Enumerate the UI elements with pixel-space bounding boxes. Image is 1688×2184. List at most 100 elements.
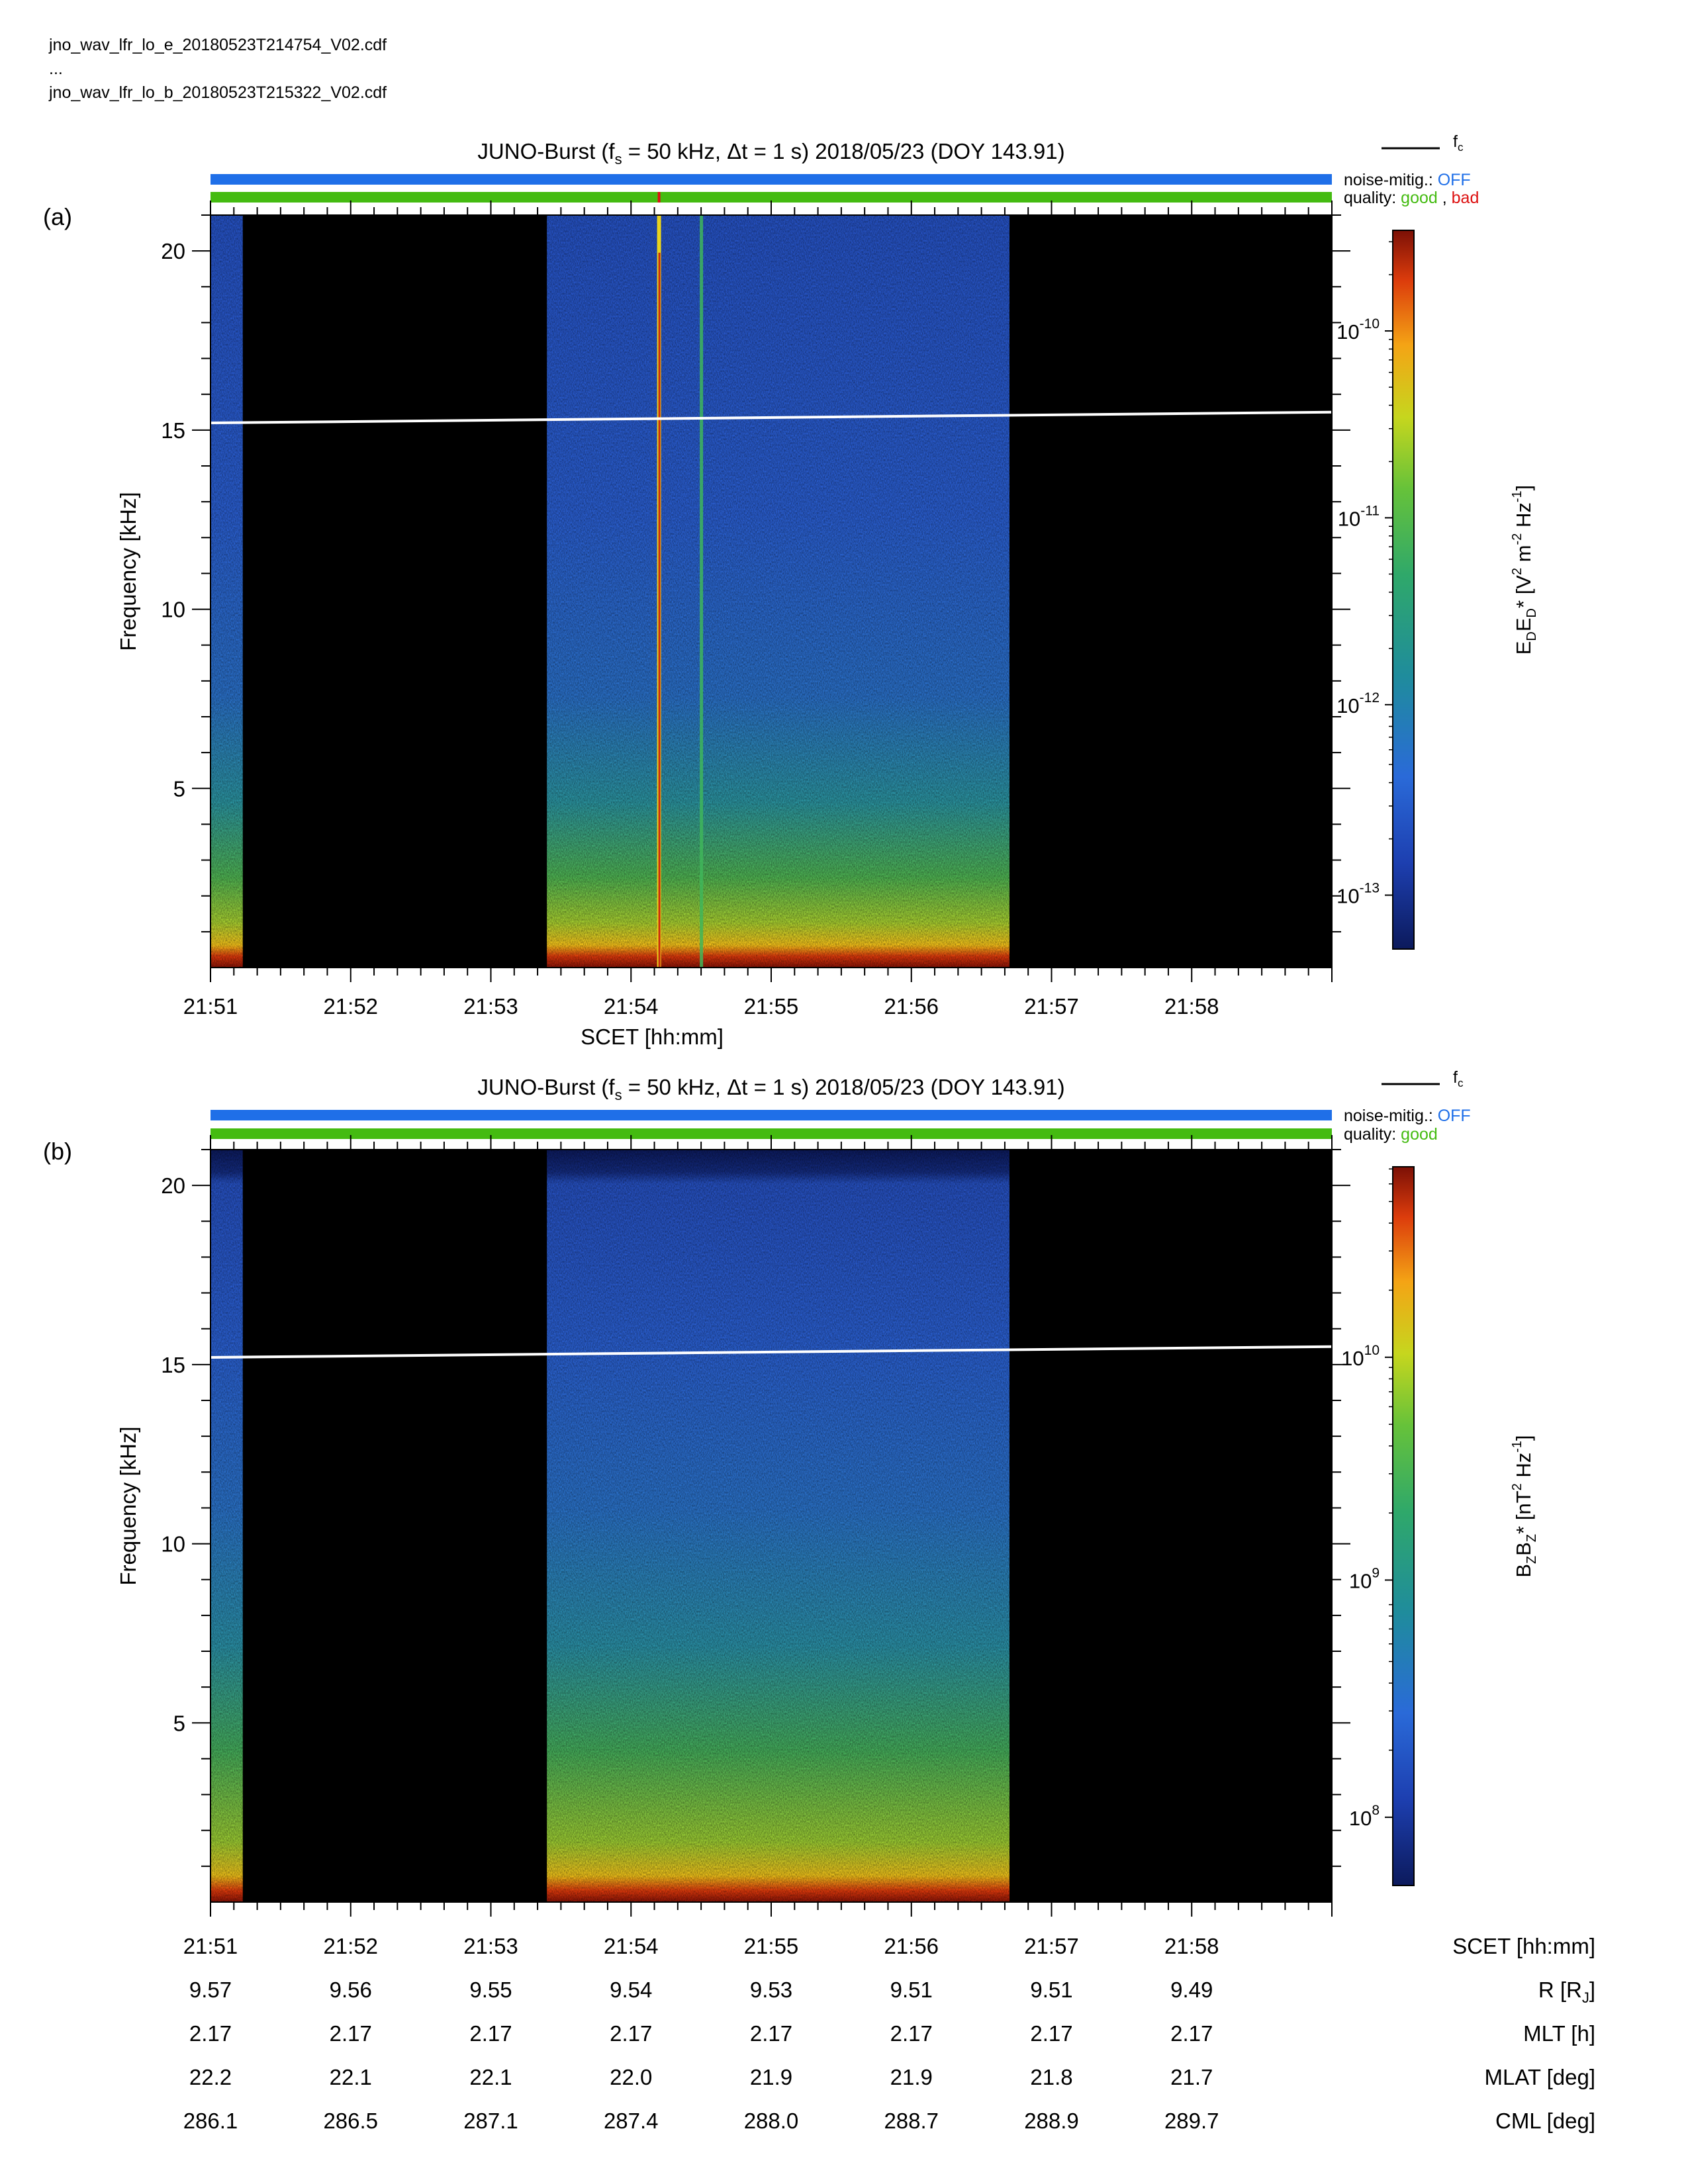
x-tick-label: 21:57: [1024, 994, 1079, 1019]
y-tick-label: 15: [161, 418, 185, 443]
ephemeris-value: 22.1: [330, 2065, 372, 2089]
quality-label: quality: good: [1344, 1125, 1438, 1144]
x-tick-label: 21:54: [604, 994, 659, 1019]
colorbar-tick-label: 1010: [1341, 1343, 1380, 1370]
colorbar-tick-label: 10-13: [1336, 881, 1380, 908]
y-tick-label: 15: [161, 1353, 185, 1377]
ephemeris-value: 21:56: [884, 1934, 939, 1958]
ephemeris-row-label: R [RJ]: [1538, 1978, 1595, 2006]
ephemeris-value: 21:53: [463, 1934, 518, 1958]
ephemeris-value: 2.17: [610, 2021, 652, 2046]
panel-title: JUNO-Burst (fs = 50 kHz, Δt = 1 s) 2018/…: [477, 1075, 1064, 1103]
ephemeris-value: 9.54: [610, 1978, 652, 2002]
colorbar-tick-label: 10-10: [1336, 316, 1380, 343]
data-speckle: [211, 1150, 243, 1902]
noise-mitigation-bar: [211, 1110, 1332, 1120]
y-tick-label: 10: [161, 1532, 185, 1557]
ephemeris-value: 2.17: [469, 2021, 512, 2046]
ephemeris-value: 22.0: [610, 2065, 652, 2089]
ephemeris-value: 286.1: [183, 2109, 238, 2133]
noise-mitigation-bar: [211, 174, 1332, 185]
panel-label: (b): [43, 1138, 72, 1165]
ephemeris-value: 21.9: [890, 2065, 933, 2089]
ephemeris-row-label: SCET [hh:mm]: [1452, 1934, 1595, 1958]
colorbar-tick-label: 109: [1349, 1565, 1380, 1592]
x-tick-label: 21:56: [884, 994, 939, 1019]
ephemeris-value: 289.7: [1164, 2109, 1219, 2133]
ephemeris-value: 2.17: [1030, 2021, 1072, 2046]
y-tick-label: 5: [173, 1711, 185, 1735]
colorbar: [1392, 1166, 1415, 1886]
ephemeris-value: 2.17: [189, 2021, 232, 2046]
ephemeris-value: 288.9: [1024, 2109, 1079, 2133]
ephemeris-value: 2.17: [330, 2021, 372, 2046]
noise-mitig-label: noise-mitig.: OFF: [1344, 171, 1471, 189]
ephemeris-value: 2.17: [1170, 2021, 1213, 2046]
y-tick-label: 5: [173, 776, 185, 801]
wave-line-core: [658, 252, 661, 968]
wave-line-feature: [700, 215, 704, 968]
quality-bar: [211, 192, 1332, 203]
x-tick-label: 21:55: [744, 994, 799, 1019]
quality-label: quality: good , bad: [1344, 189, 1479, 207]
x-axis-label: SCET [hh:mm]: [581, 1024, 724, 1049]
ephemeris-value: 21:57: [1024, 1934, 1079, 1958]
fc-legend-label: fc: [1453, 1068, 1464, 1089]
ephemeris-value: 9.51: [1030, 1978, 1072, 2002]
ephemeris-row-label: MLAT [deg]: [1484, 2065, 1595, 2089]
ephemeris-value: 21:55: [744, 1934, 799, 1958]
y-tick-label: 10: [161, 598, 185, 622]
colorbar-tick-label: 10-12: [1336, 690, 1380, 717]
file-list: jno_wav_lfr_lo_e_20180523T214754_V02.cdf…: [49, 33, 387, 105]
colorbar-label: BZBZ* [nT2 Hz-1]: [1510, 1435, 1539, 1577]
x-tick-label: 21:58: [1164, 994, 1219, 1019]
x-tick-label: 21:53: [463, 994, 518, 1019]
data-speckle: [547, 215, 1009, 968]
y-axis-label: Frequency [kHz]: [116, 1426, 140, 1585]
ephemeris-value: 2.17: [750, 2021, 792, 2046]
file-ellipsis: ...: [49, 60, 63, 78]
ephemeris-value: 9.57: [189, 1978, 232, 2002]
x-tick-label: 21:51: [183, 994, 238, 1019]
ephemeris-value: 288.0: [744, 2109, 799, 2133]
ephemeris-value: 9.51: [890, 1978, 933, 2002]
ephemeris-value: 21:52: [323, 1934, 378, 1958]
panel-label: (a): [43, 203, 72, 230]
ephemeris-value: 286.5: [323, 2109, 378, 2133]
data-speckle: [211, 215, 243, 968]
quality-bad-marker: [657, 192, 661, 203]
ephemeris-row-label: CML [deg]: [1495, 2109, 1595, 2133]
fc-line: [210, 1345, 1333, 1359]
colorbar-tick-label: 10-11: [1338, 503, 1380, 530]
panel-title: JUNO-Burst (fs = 50 kHz, Δt = 1 s) 2018/…: [477, 139, 1064, 167]
ephemeris-value: 21.9: [750, 2065, 792, 2089]
file-name-e: jno_wav_lfr_lo_e_20180523T214754_V02.cdf: [49, 36, 387, 54]
ephemeris-value: 287.1: [463, 2109, 518, 2133]
y-tick-label: 20: [161, 239, 185, 263]
noise-mitig-label: noise-mitig.: OFF: [1344, 1107, 1471, 1125]
colorbar-tick-label: 108: [1349, 1803, 1380, 1830]
data-speckle: [547, 1150, 1009, 1902]
ephemeris-value: 22.1: [469, 2065, 512, 2089]
file-name-b: jno_wav_lfr_lo_b_20180523T215322_V02.cdf: [49, 83, 387, 102]
ephemeris-value: 9.56: [330, 1978, 372, 2002]
ephemeris-value: 9.55: [469, 1978, 512, 2002]
ephemeris-value: 22.2: [189, 2065, 232, 2089]
ephemeris-value: 2.17: [890, 2021, 933, 2046]
ephemeris-value: 9.49: [1170, 1978, 1213, 2002]
ephemeris-value: 21.7: [1170, 2065, 1213, 2089]
y-tick-label: 20: [161, 1173, 185, 1198]
colorbar-label: EDED* [V2 m-2 Hz-1]: [1510, 485, 1539, 655]
ephemeris-row-label: MLT [h]: [1523, 2021, 1595, 2046]
ephemeris-value: 21:54: [604, 1934, 659, 1958]
ephemeris-value: 21.8: [1030, 2065, 1072, 2089]
ephemeris-value: 21:51: [183, 1934, 238, 1958]
fc-line: [210, 410, 1333, 425]
x-tick-label: 21:52: [323, 994, 378, 1019]
ephemeris-value: 288.7: [884, 2109, 939, 2133]
spectrogram-panel-a: JUNO-Burst (fs = 50 kHz, Δt = 1 s) 2018/…: [43, 132, 1539, 1049]
colorbar: [1392, 230, 1415, 950]
fc-legend-label: fc: [1453, 132, 1464, 154]
ephemeris-value: 9.53: [750, 1978, 792, 2002]
